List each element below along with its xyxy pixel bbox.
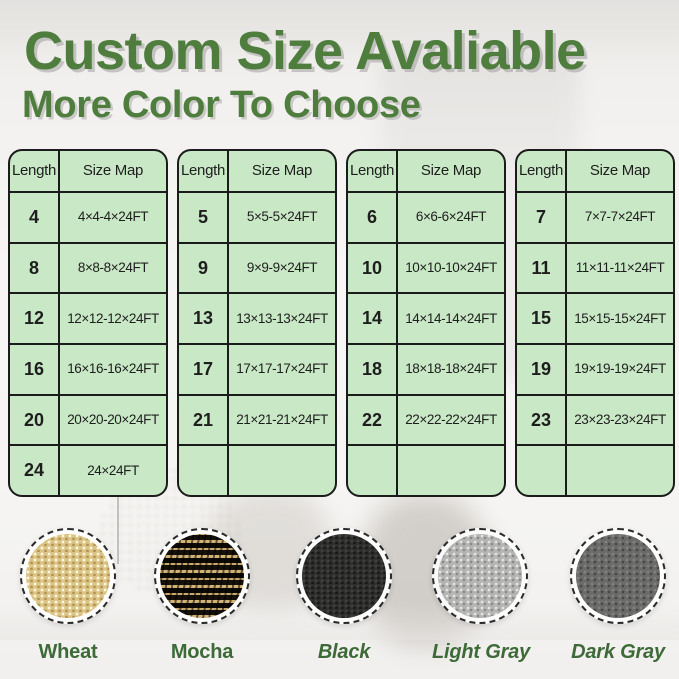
size-map-column-header: Size Map — [58, 151, 166, 191]
length-cell: 19 — [517, 343, 565, 394]
length-cell: 4 — [10, 191, 58, 242]
size-map-cell: 19×19-19×24FT — [565, 343, 673, 394]
light-gray-fabric-circle — [438, 534, 522, 618]
size-map-column-header: Size Map — [565, 151, 673, 191]
size-map-cell: 11×11-11×24FT — [565, 241, 673, 293]
page-subtitle: More Color To Choose — [22, 84, 421, 126]
size-map-cell: 4×4-4×24FT — [58, 191, 166, 242]
size-map-cell: 7×7-7×24FT — [565, 191, 673, 242]
size-map-cell: 13×13-13×24FT — [227, 292, 335, 343]
size-table-3: Length Size Map 6 6×6-6×24FT 10 10×10-10×24FT… — [346, 149, 506, 497]
size-table-1: Length Size Map 4 4×4-4×24FT 8 8×8-8×24FT 12 12… — [8, 149, 168, 497]
size-map-cell — [565, 444, 673, 495]
length-cell: 24 — [10, 444, 58, 495]
length-cell: 12 — [10, 292, 58, 343]
size-map-cell: 5×5-5×24FT — [227, 191, 335, 242]
length-cell: 20 — [10, 393, 58, 445]
length-cell: 21 — [179, 393, 227, 445]
size-map-cell — [227, 444, 335, 495]
swatch-light-gray: Light Gray — [432, 528, 531, 664]
length-cell: 18 — [348, 343, 396, 394]
length-column-header: Length — [11, 162, 57, 180]
size-map-cell: 21×21-21×24FT — [227, 393, 335, 445]
swatch-dashed-ring — [154, 528, 250, 624]
size-map-cell — [396, 444, 504, 495]
length-cell: 14 — [348, 292, 396, 343]
length-cell: 17 — [179, 343, 227, 394]
size-map-cell: 12×12-12×24FT — [58, 292, 166, 343]
length-cell: 7 — [517, 191, 565, 242]
size-table-4: Length Size Map 7 7×7-7×24FT 11 11×11-11×24FT… — [515, 149, 675, 497]
size-map-cell: 24×24FT — [58, 444, 166, 495]
size-table-2: Length Size Map 5 5×5-5×24FT 9 9×9-9×24FT 13 13… — [177, 149, 337, 497]
dark-gray-fabric-circle — [576, 534, 660, 618]
length-column-header: Length — [349, 162, 395, 180]
size-map-cell: 20×20-20×24FT — [58, 393, 166, 445]
length-cell: 15 — [517, 292, 565, 343]
length-cell: 10 — [348, 241, 396, 293]
length-cell: 6 — [348, 191, 396, 242]
swatch-dashed-ring — [296, 528, 392, 624]
swatch-wheat: Wheat — [20, 528, 116, 664]
swatch-label-black: Black — [317, 641, 371, 663]
page-title: Custom Size Avaliable — [24, 21, 586, 81]
size-map-cell: 18×18-18×24FT — [396, 343, 504, 394]
length-column-header: Length — [518, 162, 564, 180]
size-map-cell: 17×17-17×24FT — [227, 343, 335, 394]
swatch-black: Black — [296, 528, 392, 664]
size-map-cell: 14×14-14×24FT — [396, 292, 504, 343]
swatch-label-dark-gray: Dark Gray — [571, 641, 665, 663]
swatch-dashed-ring — [570, 528, 666, 624]
size-map-cell: 9×9-9×24FT — [227, 241, 335, 293]
length-cell — [179, 444, 227, 495]
wheat-fabric-circle — [26, 534, 110, 618]
size-map-cell: 6×6-6×24FT — [396, 191, 504, 242]
black-fabric-circle — [302, 534, 386, 618]
swatch-dashed-ring — [20, 528, 116, 624]
length-cell: 9 — [179, 241, 227, 293]
swatch-label-light-gray: Light Gray — [432, 641, 531, 663]
length-cell: 23 — [517, 393, 565, 445]
swatch-dark-gray: Dark Gray — [570, 528, 666, 664]
size-map-cell: 22×22-22×24FT — [396, 393, 504, 445]
swatch-mocha: Mocha — [154, 528, 250, 664]
swatch-dashed-ring — [432, 528, 528, 624]
background-thread-line — [117, 492, 119, 564]
size-tables: Length Size Map 4 4×4-4×24FT 8 8×8-8×24FT 12 12… — [8, 149, 675, 497]
length-cell: 11 — [517, 241, 565, 293]
size-map-cell: 16×16-16×24FT — [58, 343, 166, 394]
size-map-cell: 23×23-23×24FT — [565, 393, 673, 445]
length-cell: 5 — [179, 191, 227, 242]
length-cell: 16 — [10, 343, 58, 394]
size-map-column-header: Size Map — [227, 151, 335, 191]
length-cell — [517, 444, 565, 495]
size-map-cell: 15×15-15×24FT — [565, 292, 673, 343]
size-map-cell: 10×10-10×24FT — [396, 241, 504, 293]
length-cell: 13 — [179, 292, 227, 343]
mocha-fabric-circle — [160, 534, 244, 618]
size-map-column-header: Size Map — [396, 151, 504, 191]
length-cell: 8 — [10, 241, 58, 293]
swatch-label-mocha: Mocha — [170, 641, 234, 663]
length-cell: 22 — [348, 393, 396, 445]
swatch-label-wheat: Wheat — [38, 641, 98, 663]
size-map-cell: 8×8-8×24FT — [58, 241, 166, 293]
length-cell — [348, 444, 396, 495]
length-column-header: Length — [180, 162, 226, 180]
